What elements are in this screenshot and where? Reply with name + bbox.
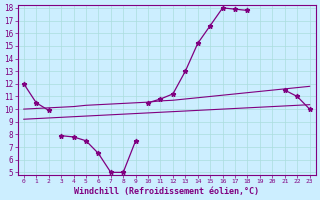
X-axis label: Windchill (Refroidissement éolien,°C): Windchill (Refroidissement éolien,°C) (74, 187, 259, 196)
